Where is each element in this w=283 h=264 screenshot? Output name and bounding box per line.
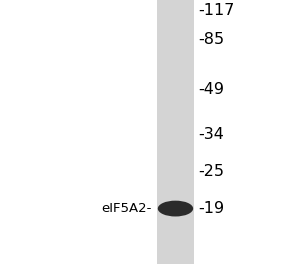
Text: -34: -34 — [198, 127, 224, 142]
Text: -85: -85 — [198, 32, 224, 46]
Ellipse shape — [158, 201, 193, 216]
Text: -49: -49 — [198, 82, 224, 97]
Text: -25: -25 — [198, 164, 224, 178]
Text: -117: -117 — [198, 3, 235, 17]
Text: eIF5A2-: eIF5A2- — [101, 202, 151, 215]
Text: -19: -19 — [198, 201, 224, 216]
Bar — [157, 0, 194, 264]
